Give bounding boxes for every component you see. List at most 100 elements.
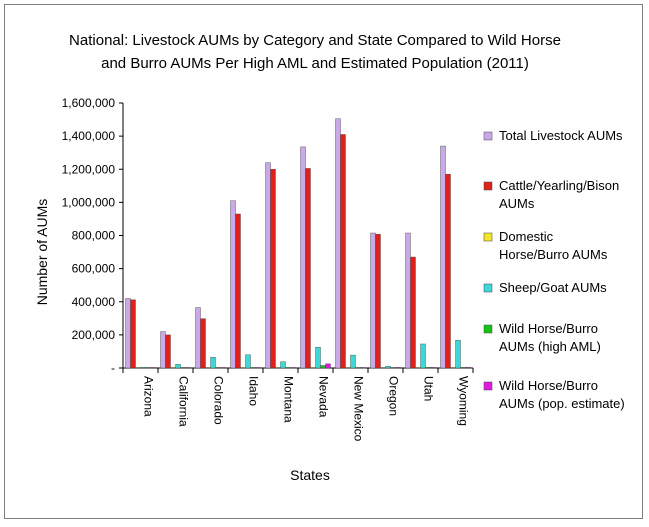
bar (255, 367, 261, 369)
bar (305, 168, 311, 369)
x-category-label: Nevada (317, 376, 331, 418)
bar (245, 354, 251, 369)
x-category-label: Oregon (387, 376, 401, 416)
y-axis-title: Number of AUMs (34, 199, 50, 306)
bar (210, 357, 216, 369)
x-category-label: California (177, 376, 191, 427)
y-tick-label: 1,400,000 (62, 129, 116, 143)
legend-label: Cattle/Yearling/Bison (499, 178, 619, 193)
y-tick-label: 600,000 (72, 262, 116, 276)
bar (220, 367, 226, 369)
legend-swatch (483, 232, 493, 242)
legend-label: AUMs (pop. estimate) (499, 396, 625, 411)
bar (200, 318, 206, 369)
bar (465, 366, 471, 369)
bar (355, 367, 361, 369)
bar (230, 200, 236, 369)
bar (445, 174, 451, 369)
bar (440, 145, 446, 369)
bar (340, 134, 346, 369)
bar (135, 367, 141, 369)
bar (415, 367, 421, 369)
x-category-label: New Mexico (352, 376, 366, 442)
plot-area: - 200,000 400,000 600,000 800,000 1,000,000 1,… (62, 96, 474, 442)
y-tick-label: 1,600,000 (62, 96, 116, 110)
bar (395, 367, 401, 369)
legend-label: AUMs (high AML) (499, 339, 601, 354)
legend-label: AUMs (499, 196, 535, 211)
legend-swatch (483, 324, 493, 334)
legend-swatch (483, 181, 493, 191)
chart-title: National: Livestock AUMs by Category and… (69, 32, 561, 72)
bar (205, 367, 211, 369)
y-tick-label: 1,000,000 (62, 195, 116, 209)
bar (300, 146, 306, 369)
bar (140, 366, 146, 369)
bar (275, 367, 281, 369)
x-category-label: Arizona (142, 376, 156, 417)
bar (240, 367, 246, 369)
y-tick-label: 400,000 (72, 295, 116, 309)
y-tick-label: 800,000 (72, 229, 116, 243)
bar (270, 169, 276, 369)
bar (335, 118, 341, 369)
legend-swatch (483, 381, 493, 391)
x-category-label: Colorado (212, 376, 226, 425)
bar (130, 299, 136, 369)
bar (405, 232, 411, 369)
bar (180, 367, 186, 369)
bar (455, 339, 461, 369)
bar (290, 367, 296, 369)
bar (370, 232, 376, 369)
bar (460, 367, 466, 369)
bar (325, 363, 331, 369)
bar (185, 367, 191, 369)
bar (320, 365, 326, 369)
bar (175, 364, 181, 369)
bar (315, 347, 321, 369)
y-tick-label: 1,200,000 (62, 162, 116, 176)
legend-label: Wild Horse/Burro (499, 378, 598, 393)
x-axis-title: States (290, 467, 330, 483)
bar (125, 298, 131, 369)
chart-title-line-2: and Burro AUMs Per High AML and Estimate… (101, 55, 529, 72)
bar (385, 366, 391, 369)
bar (410, 256, 416, 369)
bar (390, 367, 396, 369)
chart-frame (4, 4, 643, 519)
bar (350, 354, 356, 369)
bar (425, 367, 431, 369)
bar (170, 367, 176, 369)
legend-label: Horse/Burro AUMs (499, 247, 608, 262)
bar (235, 213, 241, 369)
bar (360, 367, 366, 369)
legend-swatch (483, 131, 493, 141)
bar (165, 334, 171, 369)
bar (310, 367, 316, 369)
bar (250, 367, 256, 369)
x-category-label: Wyoming (457, 376, 471, 426)
x-category-label: Idaho (247, 376, 261, 406)
bar (280, 361, 286, 369)
bar (160, 331, 166, 369)
legend: Total Livestock AUMs Cattle/Yearling/Biso… (483, 128, 625, 411)
bar (285, 367, 291, 369)
chart-title-line-1: National: Livestock AUMs by Category and… (69, 32, 561, 49)
bar (195, 307, 201, 369)
bar (345, 367, 351, 369)
legend-label: Domestic (499, 229, 554, 244)
x-category-label: Montana (282, 376, 296, 423)
bar (265, 162, 271, 369)
bar (215, 367, 221, 369)
bar (380, 367, 386, 369)
legend-label: Wild Horse/Burro (499, 321, 598, 336)
legend-label: Sheep/Goat AUMs (499, 280, 607, 295)
bar (430, 367, 436, 369)
bar (450, 367, 456, 369)
bar (145, 367, 151, 369)
x-category-label: Utah (422, 376, 436, 401)
bar (420, 343, 426, 369)
bar (150, 367, 156, 369)
y-tick-label: 200,000 (72, 328, 116, 342)
